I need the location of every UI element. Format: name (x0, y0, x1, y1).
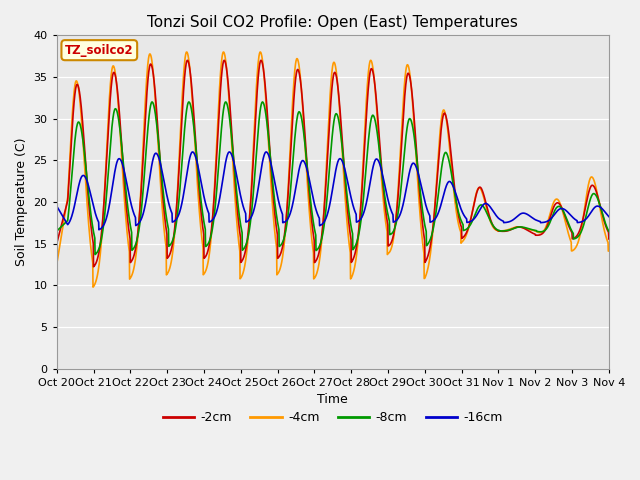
Legend: -2cm, -4cm, -8cm, -16cm: -2cm, -4cm, -8cm, -16cm (157, 406, 508, 429)
Y-axis label: Soil Temperature (C): Soil Temperature (C) (15, 138, 28, 266)
Text: TZ_soilco2: TZ_soilco2 (65, 44, 134, 57)
Title: Tonzi Soil CO2 Profile: Open (East) Temperatures: Tonzi Soil CO2 Profile: Open (East) Temp… (147, 15, 518, 30)
X-axis label: Time: Time (317, 393, 348, 406)
